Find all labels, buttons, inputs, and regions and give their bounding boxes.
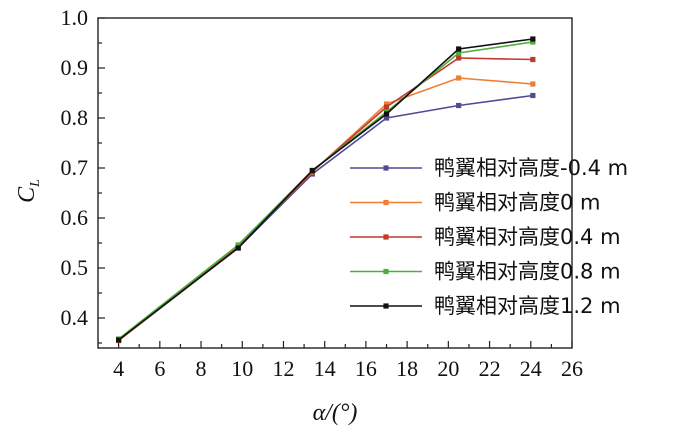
y-tick-label: 0.7 — [61, 155, 89, 180]
data-point — [530, 92, 536, 99]
y-axis-label: CL — [14, 179, 43, 203]
x-tick-label: 4 — [113, 356, 124, 381]
y-tick-label: 0.4 — [61, 305, 89, 330]
y-tick-label: 0.8 — [61, 105, 89, 130]
y-axis-label-main: C — [14, 186, 40, 203]
x-tick-label: 24 — [520, 356, 542, 381]
x-tick-label: 6 — [154, 356, 165, 381]
x-tick-label: 22 — [479, 356, 501, 381]
x-tick-label: 8 — [196, 356, 207, 381]
y-tick-label: 0.9 — [61, 55, 89, 80]
data-point — [530, 56, 536, 63]
legend-marker — [383, 199, 389, 206]
data-point — [383, 111, 390, 117]
data-point — [530, 81, 536, 87]
x-tick-label: 14 — [314, 356, 336, 381]
legend-label: 鸭翼相对高度1.2 m — [434, 294, 621, 318]
legend-label: 鸭翼相对高度0.8 m — [434, 260, 621, 284]
x-tick-label: 10 — [231, 356, 253, 381]
series-layer — [116, 36, 536, 344]
y-tick-label: 0.6 — [61, 205, 89, 230]
legend-marker — [383, 165, 389, 171]
axes: 4 6 8 10 12 14 16 18 20 22 24 26 0.4 0.5 0.6 0.7 0.8 0.9 1… — [61, 5, 584, 381]
legend-marker — [383, 303, 389, 309]
plot-frame — [97, 17, 573, 349]
legend-marker — [383, 234, 389, 240]
y-tick-label: 1.0 — [61, 5, 89, 30]
data-point — [456, 46, 462, 52]
data-point — [530, 36, 536, 42]
data-point — [383, 115, 390, 121]
y-tick-label: 0.5 — [61, 255, 89, 280]
y-axis-label-subscript: L — [28, 179, 43, 188]
legend-label: 鸭翼相对高度0.4 m — [434, 225, 621, 249]
series-line — [118, 38, 533, 341]
x-tick-label: 26 — [561, 356, 583, 381]
legend: 鸭翼相对高度-0.4 m 鸭翼相对高度0 m 鸭翼相对高度0.4 m 鸭翼相对高度0.… — [350, 156, 628, 318]
data-point — [116, 337, 122, 343]
data-point — [530, 39, 536, 45]
data-point — [456, 55, 462, 61]
data-point — [235, 242, 241, 248]
data-point — [309, 167, 315, 174]
legend-label: 鸭翼相对高度0 m — [434, 191, 601, 215]
legend-marker — [383, 268, 389, 275]
x-tick-label: 12 — [272, 356, 294, 381]
data-point — [456, 75, 462, 81]
x-axis-label: α/(°) — [313, 400, 358, 426]
data-point — [235, 245, 241, 251]
x-tick-label: 18 — [396, 356, 418, 381]
x-tick-label: 16 — [355, 356, 377, 381]
x-tick-label: 20 — [437, 356, 459, 381]
data-point — [383, 104, 390, 110]
legend-label: 鸭翼相对高度-0.4 m — [434, 156, 628, 180]
data-point — [456, 50, 462, 56]
series-4 — [116, 36, 536, 343]
data-point — [383, 101, 390, 107]
data-point — [456, 102, 462, 109]
